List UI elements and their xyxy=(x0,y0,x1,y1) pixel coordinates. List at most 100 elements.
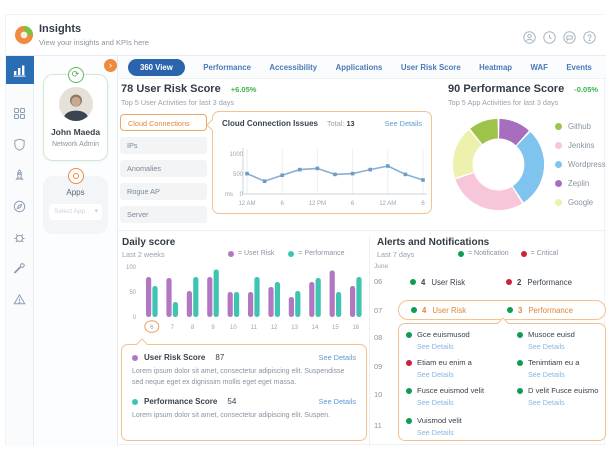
svg-text:13: 13 xyxy=(291,325,298,331)
svg-text:11: 11 xyxy=(251,325,258,331)
alerts-legend: = Notification = Critical xyxy=(458,250,558,257)
performance-dot xyxy=(132,398,138,405)
daily-score-legend: = User Risk = Performance xyxy=(228,250,344,257)
tab-accessibility[interactable]: Accessibility xyxy=(269,62,318,72)
see-details-link[interactable]: See Details xyxy=(417,370,454,379)
performance-dot xyxy=(288,250,295,257)
performance-heading: 90 Performance Score -0.05% xyxy=(448,83,598,95)
risk-menu: Cloud Connections IPs Anomalies Rogue AP… xyxy=(120,114,207,223)
performance-title: Performance Score xyxy=(463,83,565,95)
app-select[interactable]: Select App ▾ xyxy=(49,204,102,220)
nav-warning-icon[interactable] xyxy=(11,290,29,308)
apps-card: Apps Select App ▾ xyxy=(43,168,108,234)
help-icon[interactable] xyxy=(583,31,596,44)
svg-text:8: 8 xyxy=(191,325,195,331)
alert-detail: D velit Fusce euismo See Details xyxy=(517,386,598,407)
jenkins-dot xyxy=(555,142,562,149)
user-risk-dot xyxy=(228,250,234,257)
google-dot xyxy=(555,199,562,206)
alert-entry: 2 Performance xyxy=(506,278,572,287)
nav-apps-grid-icon[interactable] xyxy=(11,104,29,122)
tab-performance[interactable]: Performance xyxy=(203,62,251,72)
alert-row-06[interactable]: 4 User Risk 2 Performance xyxy=(398,273,606,291)
svg-text:100: 100 xyxy=(126,265,137,271)
nav-shield-icon[interactable] xyxy=(11,135,29,153)
alert-detail: Vuismod velit See Details xyxy=(406,416,462,437)
user-risk-dot xyxy=(132,354,138,361)
tab-events[interactable]: Events xyxy=(566,62,592,72)
see-details-link[interactable]: See Details xyxy=(417,428,454,437)
see-details-link[interactable]: See Details xyxy=(417,342,454,351)
user-icon[interactable] xyxy=(523,31,536,44)
performance-see-details-link[interactable]: See Details xyxy=(318,397,356,406)
tab-applications[interactable]: Applications xyxy=(335,62,383,72)
profile-card[interactable]: ⟳ John Maeda Network Admin xyxy=(43,67,108,161)
svg-text:0: 0 xyxy=(240,192,244,198)
legend-item-jenkins: Jenkins xyxy=(555,141,606,150)
nav-rail xyxy=(5,56,34,446)
chevron-down-icon: ▾ xyxy=(94,208,98,215)
profile-column: ⟳ John Maeda Network Admin Apps Select A… xyxy=(34,56,118,446)
day-label-10: 10 xyxy=(374,390,383,399)
svg-text:6: 6 xyxy=(150,325,154,331)
alert-detail: Musoce euisd See Details xyxy=(517,330,575,351)
wordpress-dot xyxy=(555,161,562,168)
cloud-issues-total: Total: 13 xyxy=(327,119,355,128)
menu-item-anomalies[interactable]: Anomalies xyxy=(120,160,207,177)
cloud-issues-card: Cloud Connection Issues Total: 13 See Det… xyxy=(206,111,432,214)
alert-detail: Fusce euismod velit See Details xyxy=(406,386,484,407)
alerts-subtitle: Last 7 days xyxy=(377,250,415,259)
cloud-issues-title: Cloud Connection Issues xyxy=(222,119,319,128)
user-risk-title: User Risk Score xyxy=(136,83,221,95)
svg-text:12 PM: 12 PM xyxy=(309,201,326,207)
svg-text:12: 12 xyxy=(271,325,278,331)
svg-text:10: 10 xyxy=(230,325,237,331)
svg-text:7: 7 xyxy=(171,325,175,331)
see-details-link[interactable]: See Details xyxy=(528,370,565,379)
daily-score-popup: User Risk Score 87 See Details Lorem ips… xyxy=(121,338,367,441)
user-risk-delta: +6.05% xyxy=(230,85,257,94)
donut-legend: Github Jenkins Wordpress Zeplin Google xyxy=(555,122,606,207)
daily-score-subtitle: Last 2 weeks xyxy=(122,250,165,259)
popup-notch xyxy=(136,338,148,350)
collapse-sidebar-button[interactable]: › xyxy=(104,59,117,72)
svg-text:0: 0 xyxy=(133,315,137,321)
clock-icon[interactable] xyxy=(543,31,556,44)
cloud-issues-see-details-link[interactable]: See Details xyxy=(384,119,422,128)
legend-critical: = Critical xyxy=(520,250,558,257)
menu-item-rogue-ap[interactable]: Rogue AP xyxy=(120,183,207,200)
menu-item-cloud-connections[interactable]: Cloud Connections xyxy=(120,114,207,131)
svg-text:12 AM: 12 AM xyxy=(379,201,396,207)
see-details-link[interactable]: See Details xyxy=(528,398,565,407)
profile-role: Network Admin xyxy=(51,141,100,148)
app-header: Insights View your insights and KPIs her… xyxy=(6,15,606,56)
daily-score-bar-chart[interactable]: 0 50 100 6 7 8 9 10 11 12 13 14 15 16 xyxy=(118,261,370,337)
chat-icon[interactable] xyxy=(563,31,576,44)
see-details-link[interactable]: See Details xyxy=(417,398,454,407)
user-risk-description: Lorem ipsum dolor sit amet, consectetur … xyxy=(132,368,345,386)
see-details-link[interactable]: See Details xyxy=(528,342,565,351)
alerts-title: Alerts and Notifications xyxy=(377,237,490,248)
avatar xyxy=(58,87,93,121)
legend-item-google: Google xyxy=(555,198,606,207)
menu-item-ips[interactable]: IPs xyxy=(120,137,207,154)
user-risk-see-details-link[interactable]: See Details xyxy=(318,353,356,362)
nav-analytics-icon[interactable] xyxy=(5,56,34,84)
tab-user-risk-score[interactable]: User Risk Score xyxy=(400,62,461,72)
apps-badge-icon xyxy=(67,168,84,184)
legend-user-risk: = User Risk xyxy=(228,250,274,257)
nav-bug-icon[interactable] xyxy=(11,228,29,246)
nav-compass-icon[interactable] xyxy=(11,197,29,215)
svg-text:1000: 1000 xyxy=(230,152,244,158)
svg-text:15: 15 xyxy=(332,325,339,331)
tab-waf[interactable]: WAF xyxy=(530,62,548,72)
alert-detail: Tenimtiam eu a See Details xyxy=(517,358,580,379)
nav-tools-icon[interactable] xyxy=(11,259,29,277)
menu-item-server[interactable]: Server xyxy=(120,206,207,223)
tab-heatmap[interactable]: Heatmap xyxy=(479,62,513,72)
profile-name: John Maeda xyxy=(50,127,101,137)
svg-text:6: 6 xyxy=(281,201,285,207)
tab-360-view[interactable]: 360 View xyxy=(128,58,185,76)
user-risk-heading: 78 User Risk Score +6.05% xyxy=(121,83,256,95)
nav-rocket-icon[interactable] xyxy=(11,166,29,184)
